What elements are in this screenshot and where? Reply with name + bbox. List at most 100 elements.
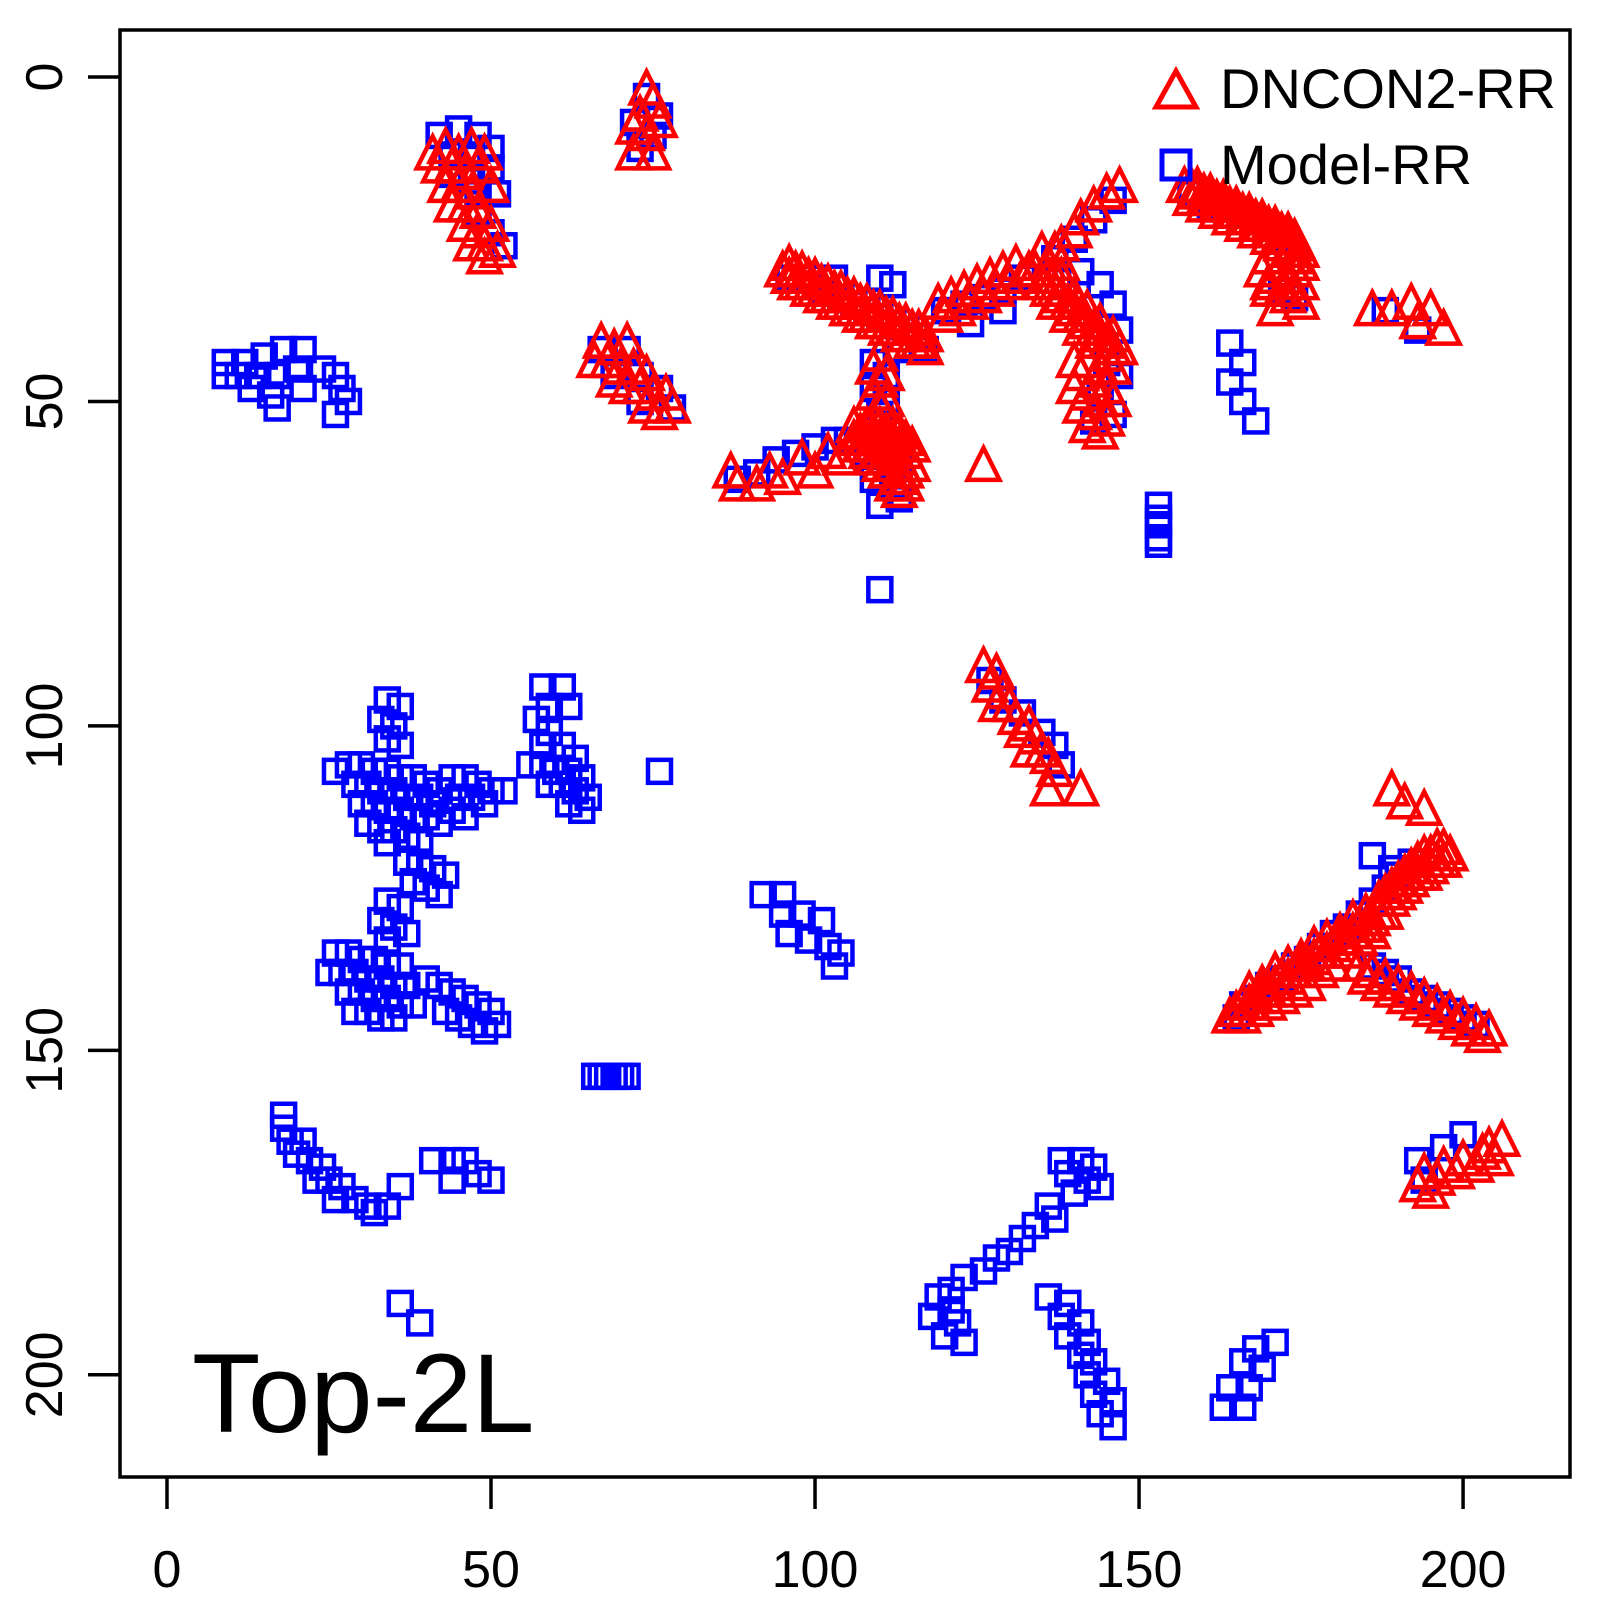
y-axis-tick-label: 100 <box>16 683 74 770</box>
dncon2-rr-point <box>1268 942 1308 982</box>
legend-square-marker <box>1159 148 1193 182</box>
dncon2-rr-point <box>1320 910 1360 950</box>
dncon2-rr-point <box>1261 222 1302 262</box>
dncon2-rr-point <box>1054 209 1094 249</box>
dncon2-rr-point <box>924 293 965 333</box>
model-rr-point <box>386 1172 415 1201</box>
plot-border <box>118 28 1572 1479</box>
y-axis-tick-label: 200 <box>16 1331 74 1418</box>
dncon2-rr-point <box>1482 1117 1522 1157</box>
dncon2-rr-point <box>471 163 511 204</box>
dncon2-rr-point <box>737 462 777 502</box>
dncon2-rr-point <box>1300 948 1341 989</box>
dncon2-rr-point <box>1054 274 1094 314</box>
dncon2-rr-point <box>1087 170 1127 210</box>
y-axis-tick-label: 150 <box>16 1007 74 1094</box>
dncon2-rr-point <box>1099 163 1140 204</box>
x-axis-tick-label: 100 <box>772 1541 859 1599</box>
legend-item-dncon2-rr: DNCON2-RR <box>1152 58 1556 120</box>
model-rr-point <box>1079 1380 1108 1409</box>
model-rr-point <box>613 1062 641 1091</box>
dncon2-rr-point <box>1333 897 1373 937</box>
model-rr-point <box>1099 1412 1127 1441</box>
model-rr-point <box>321 1185 350 1214</box>
dncon2-rr-point <box>1411 1169 1451 1209</box>
model-rr-point <box>386 1289 415 1318</box>
model-rr-point <box>969 1257 998 1285</box>
dncon2-rr-point <box>639 390 680 431</box>
dncon2-rr-point <box>458 189 498 230</box>
model-rr-point <box>555 692 583 721</box>
dncon2-rr-point <box>1385 864 1425 904</box>
x-axis-tick-label: 200 <box>1420 1541 1507 1599</box>
model-rr-point <box>768 900 797 928</box>
dncon2-rr-point <box>633 131 673 171</box>
model-rr-point <box>749 880 777 909</box>
model-rr-point <box>393 919 421 948</box>
model-rr-point <box>1228 1393 1257 1421</box>
model-rr-point <box>794 926 823 954</box>
dncon2-rr-point <box>1274 968 1315 1008</box>
dncon2-rr-point <box>886 462 926 502</box>
model-rr-point <box>1241 407 1270 435</box>
dncon2-rr-point <box>1398 300 1438 340</box>
dncon2-rr-point <box>1236 987 1276 1028</box>
dncon2-rr-point <box>1469 1124 1509 1164</box>
dncon2-rr-point <box>1002 254 1043 294</box>
model-rr-point <box>315 958 343 987</box>
legend-label-dncon2-rr: DNCON2-RR <box>1220 57 1556 120</box>
dncon2-rr-point <box>1423 306 1464 346</box>
x-axis-tick-label: 50 <box>462 1541 520 1599</box>
model-rr-point <box>263 361 291 390</box>
dncon2-rr-point <box>1216 987 1256 1028</box>
dncon2-rr-point <box>1417 838 1457 878</box>
model-rr-point <box>950 1328 978 1357</box>
model-rr-point <box>1209 1393 1238 1421</box>
model-rr-point <box>1047 1302 1076 1331</box>
dncon2-rr-point <box>937 287 978 327</box>
dncon2-rr-point <box>1404 786 1444 827</box>
dncon2-rr-point <box>1061 767 1101 807</box>
dncon2-rr-point <box>795 449 835 489</box>
dncon2-rr-point <box>639 98 680 139</box>
dncon2-rr-point <box>1281 241 1321 281</box>
dncon2-rr-point <box>1074 183 1114 223</box>
dncon2-rr-point <box>1462 1013 1503 1054</box>
model-rr-point <box>477 1166 505 1194</box>
model-rr-point <box>321 400 350 429</box>
model-rr-point <box>282 355 311 383</box>
model-rr-point <box>451 803 479 831</box>
model-rr-point <box>529 673 557 701</box>
dncon2-rr-point <box>950 280 991 320</box>
model-rr-point <box>425 809 453 838</box>
dncon2-rr-point <box>1294 923 1334 963</box>
triangle-icon <box>1152 65 1200 110</box>
dncon2-rr-point <box>762 455 803 496</box>
legend-label-model-rr: Model-RR <box>1220 133 1473 196</box>
model-rr-point <box>386 731 415 760</box>
dncon2-rr-point <box>1022 728 1062 768</box>
dncon2-rr-point <box>963 274 1004 314</box>
dncon2-rr-point <box>1229 968 1269 1008</box>
dncon2-rr-point <box>1281 935 1321 976</box>
model-rr-point <box>820 952 849 980</box>
dncon2-rr-point <box>1411 845 1451 885</box>
dncon2-rr-point <box>1255 948 1295 989</box>
dncon2-rr-point <box>963 442 1004 483</box>
dncon2-rr-point <box>652 384 693 424</box>
model-rr-point <box>263 394 291 422</box>
model-rr-point <box>775 919 803 948</box>
dncon2-rr-point <box>879 455 919 496</box>
model-rr-point <box>373 828 402 857</box>
model-rr-point <box>289 374 317 403</box>
dncon2-rr-point <box>866 351 906 392</box>
dncon2-rr-point <box>976 267 1017 307</box>
model-rr-point <box>405 1309 434 1337</box>
model-rr-point <box>1060 1179 1088 1207</box>
series-dncon2-rr <box>413 66 1522 1209</box>
dncon2-rr-point <box>1210 994 1250 1034</box>
dncon2-rr-point <box>1430 832 1470 872</box>
dncon2-rr-point <box>1307 916 1347 956</box>
dncon2-rr-point <box>1346 890 1386 930</box>
